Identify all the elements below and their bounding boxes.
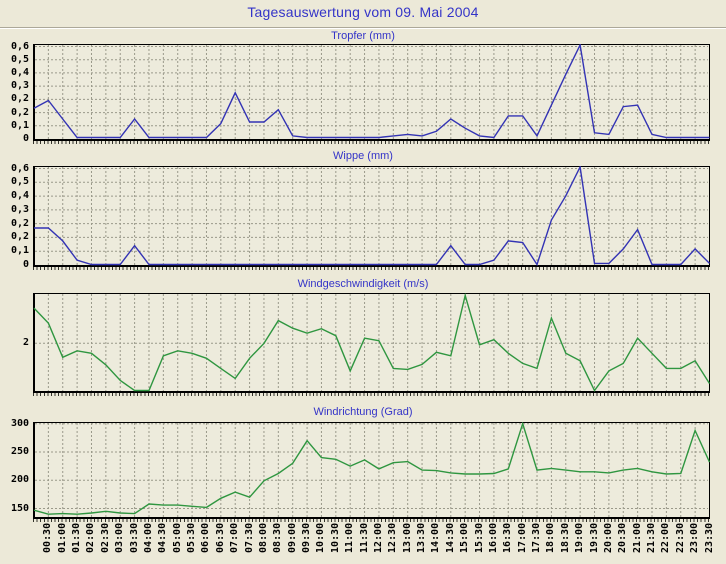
x-axis-label: 20:30	[617, 522, 629, 553]
x-axis-label: 04:00	[142, 522, 154, 553]
x-axis-label: 15:30	[473, 522, 485, 553]
x-axis-label: 06:30	[214, 522, 226, 553]
chart-plot-tropfer	[33, 44, 710, 141]
y-axis-label: 0	[22, 259, 29, 270]
y-axis-label: 0,2	[10, 106, 29, 118]
y-axis-label: 0,1	[10, 245, 29, 257]
x-axis-label: 16:30	[502, 522, 514, 553]
y-axis-label: 0,2	[10, 231, 29, 243]
x-axis-label: 05:30	[186, 522, 198, 553]
x-axis-label: 16:00	[487, 522, 499, 553]
y-axis-label: 0	[22, 133, 29, 144]
y-axis-label: 0,6	[10, 40, 29, 52]
x-axis-label: 06:00	[200, 522, 212, 553]
y-axis-label: 0,5	[10, 176, 29, 188]
chart-plot-windrichtung	[33, 422, 710, 519]
x-axis-minor-ticks	[33, 519, 710, 522]
chart-canvas-windrichtung	[33, 422, 710, 519]
y-axis-label: 0,5	[10, 53, 29, 65]
x-axis-minor-ticks	[33, 267, 710, 270]
y-axis-label: 0,1	[10, 119, 29, 131]
x-axis-label: 21:30	[646, 522, 657, 553]
x-axis-label: 08:00	[257, 522, 269, 553]
x-axis-label: 08:30	[272, 522, 284, 553]
x-axis-label: 00:30	[42, 522, 54, 553]
chart-title-windgeschwindigkeit: Windgeschwindigkeit (m/s)	[297, 278, 429, 290]
y-axis-label: 0,2	[10, 93, 29, 105]
chart-line-tropfer	[33, 44, 710, 139]
x-axis-label: 10:00	[315, 522, 327, 553]
y-axis-label: 150	[10, 502, 29, 514]
chart-line-windrichtung	[33, 422, 710, 515]
report-title: Tagesauswertung vom 09. Mai 2004	[247, 4, 479, 20]
chart-canvas-windgeschwindigkeit	[33, 293, 710, 393]
x-axis-label: 22:00	[660, 522, 672, 553]
x-axis-label: 19:30	[588, 522, 600, 553]
x-axis-label: 23:30	[703, 522, 715, 553]
x-axis-label: 17:00	[516, 522, 528, 553]
y-axis-label: 300	[10, 417, 29, 429]
x-axis-label: 13:00	[401, 522, 413, 553]
plot-area	[33, 166, 710, 267]
x-axis-label: 15:00	[459, 522, 471, 553]
x-axis-label: 05:00	[171, 522, 183, 553]
chart-title-tropfer: Tropfer (mm)	[331, 30, 395, 42]
y-axis-label: 250	[10, 445, 29, 457]
x-axis-label: 18:00	[545, 522, 557, 553]
chart-plot-wippe	[33, 166, 710, 267]
x-axis-label: 21:00	[631, 522, 643, 553]
y-axis-label: 200	[10, 474, 29, 486]
y-axis-label: 0,3	[10, 203, 29, 215]
x-axis-label: 23:00	[689, 522, 701, 553]
y-axis-label: 0,4	[10, 66, 29, 78]
y-axis-label: 0,3	[10, 80, 29, 92]
x-axis-label: 04:30	[157, 522, 169, 553]
chart-line-wippe	[34, 166, 710, 267]
plot-area	[33, 422, 710, 519]
x-axis-label: 11:30	[358, 522, 370, 553]
chart-line-windgeschwindigkeit	[33, 293, 710, 392]
x-axis-minor-ticks	[33, 393, 710, 396]
x-axis-label: 13:30	[416, 522, 428, 553]
x-axis-label: 02:30	[99, 522, 111, 553]
x-axis-label: 14:00	[430, 522, 442, 553]
x-axis-label: 11:00	[344, 522, 356, 553]
x-axis-label: 07:00	[229, 522, 241, 553]
x-axis-label: 09:00	[286, 522, 298, 553]
x-axis-label: 02:00	[85, 522, 97, 553]
chart-canvas-wippe	[33, 166, 710, 267]
x-axis-label: 12:30	[387, 522, 399, 553]
x-axis-label: 19:00	[574, 522, 586, 553]
y-axis-label: 0,2	[10, 217, 29, 229]
x-axis-label: 17:30	[531, 522, 543, 553]
x-axis-label: 14:30	[444, 522, 456, 553]
chart-canvas-tropfer	[33, 44, 710, 141]
chart-title-wippe: Wippe (mm)	[333, 150, 393, 162]
x-axis-label: 12:00	[372, 522, 384, 553]
x-axis-label: 10:30	[329, 522, 341, 553]
x-axis-label: 07:30	[243, 522, 255, 553]
x-axis-label: 01:00	[56, 522, 68, 553]
x-axis-label: 22:30	[674, 522, 686, 553]
chart-title-windrichtung: Windrichtung (Grad)	[313, 406, 413, 418]
x-axis-label: 20:00	[602, 522, 614, 553]
x-axis-minor-ticks	[33, 141, 710, 144]
title-divider	[0, 27, 726, 29]
x-axis-label: 18:30	[559, 522, 571, 553]
x-axis-label: 09:30	[301, 522, 313, 553]
y-axis-label: 0,4	[10, 190, 29, 202]
x-axis-label: 01:30	[71, 522, 83, 553]
chart-plot-windgeschwindigkeit	[33, 293, 710, 393]
x-axis-label: 03:00	[114, 522, 126, 553]
x-axis-label: 03:30	[128, 522, 140, 553]
y-axis-label: 0,6	[10, 162, 29, 174]
y-axis-label: 2	[22, 337, 29, 349]
